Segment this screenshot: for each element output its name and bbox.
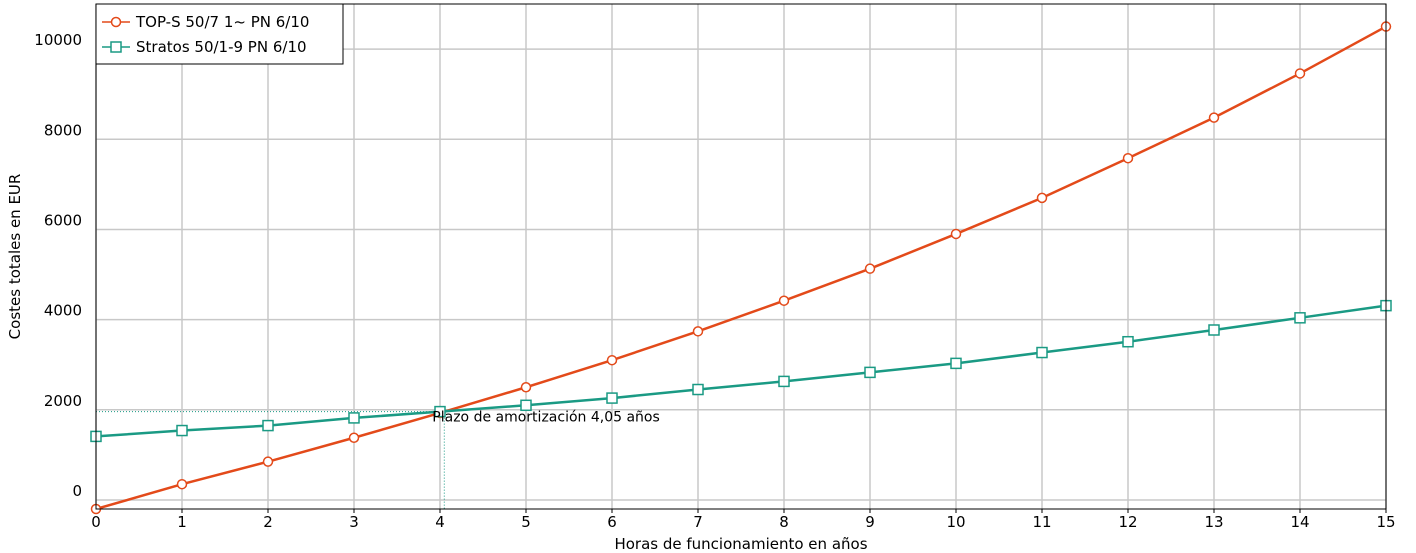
legend-item: TOP-S 50/7 1~ PN 6/10 [102,13,309,31]
legend-label: Stratos 50/1-9 PN 6/10 [136,38,307,56]
y-tick-label: 4000 [44,302,82,320]
x-tick-label: 2 [263,513,273,531]
data-point [348,432,360,444]
x-tick-label: 6 [607,513,617,531]
payback-annotation: Plazo de amortización 4,05 años [432,410,659,426]
data-point [1208,324,1220,336]
legend-item: Stratos 50/1-9 PN 6/10 [102,38,307,56]
x-tick-label: 1 [177,513,187,531]
data-point [864,366,876,379]
data-point [692,383,704,396]
data-point [262,419,274,432]
x-tick-label: 4 [435,513,445,531]
grid [95,4,1387,509]
data-point [692,326,704,337]
series-group [90,21,1392,515]
series-line [95,304,1387,438]
y-tick-label: 6000 [44,211,82,229]
data-point [778,375,790,388]
data-point [176,424,188,437]
y-tick-label: 10000 [34,31,82,49]
legend-label: TOP-S 50/7 1~ PN 6/10 [135,13,309,31]
legend: TOP-S 50/7 1~ PN 6/10 Stratos 50/1-9 PN 6… [95,3,344,65]
x-tick-label: 10 [946,513,965,531]
legend-marker [110,16,122,28]
series-line [95,25,1387,511]
y-axis-ticks: 0 2000 4000 6000 8000 10000 [34,31,82,500]
x-tick-label: 13 [1204,513,1223,531]
x-tick-label: 3 [349,513,359,531]
x-axis-label: Horas de funcionamiento en años [614,535,867,553]
y-axis-label: Costes totales en EUR [6,174,24,340]
data-point [176,478,188,490]
data-point [950,357,962,370]
data-point [1294,312,1306,324]
x-tick-label: 15 [1376,513,1395,531]
x-axis-ticks: 0 1 2 3 4 5 6 7 8 9 10 11 12 13 14 15 [91,509,1396,531]
data-point [434,405,446,418]
x-tick-label: 5 [521,513,531,531]
x-tick-label: 9 [865,513,875,531]
data-point [606,354,618,366]
y-tick-label: 2000 [44,392,82,410]
x-tick-label: 12 [1118,513,1137,531]
data-point [606,392,618,404]
y-tick-label: 0 [72,482,82,500]
x-tick-label: 0 [91,513,101,531]
data-point [950,228,962,240]
data-point [864,263,876,274]
x-tick-label: 7 [693,513,703,531]
data-point [520,382,532,393]
legend-box [95,3,344,65]
data-point [520,399,532,412]
series-1 [90,21,1392,515]
plot-frame [95,3,1387,510]
payback-guide-lines [96,411,445,509]
data-point [348,412,360,424]
series-2 [90,299,1392,443]
y-tick-label: 8000 [44,121,82,139]
data-point [1122,152,1134,164]
data-point [1036,192,1048,204]
data-point [1208,112,1220,123]
legend-marker [110,41,122,53]
x-tick-label: 8 [779,513,789,531]
data-point [778,295,790,306]
x-tick-label: 11 [1032,513,1051,531]
data-point [262,456,274,467]
data-point [1294,68,1306,79]
x-tick-label: 14 [1290,513,1309,531]
data-point [1122,335,1134,348]
data-point [1036,346,1048,359]
